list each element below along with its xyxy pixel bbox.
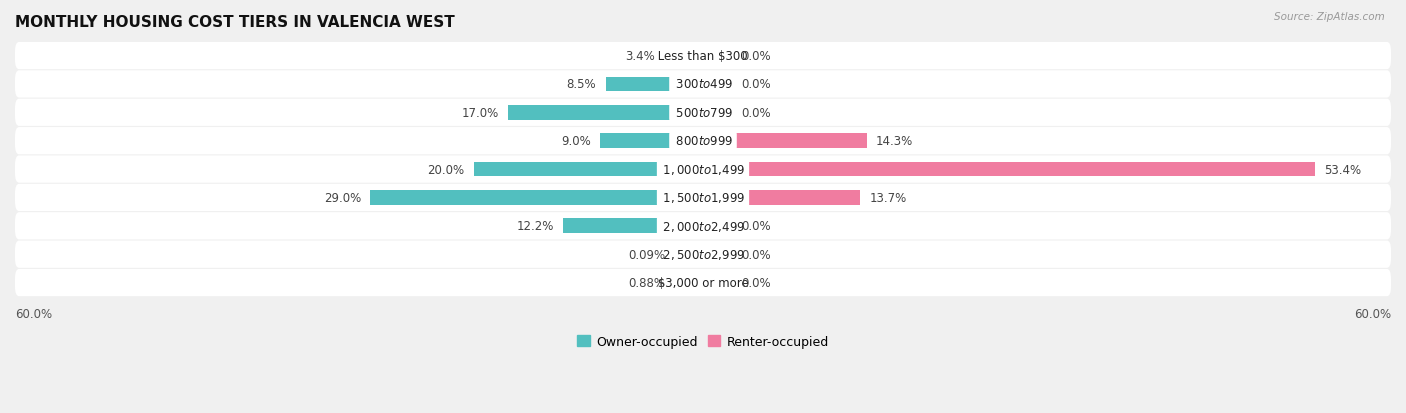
Text: $1,500 to $1,999: $1,500 to $1,999 xyxy=(659,191,747,205)
FancyBboxPatch shape xyxy=(15,43,1391,70)
Bar xyxy=(474,162,703,177)
Text: $1,000 to $1,499: $1,000 to $1,499 xyxy=(659,163,747,177)
Text: 12.2%: 12.2% xyxy=(516,220,554,233)
Text: MONTHLY HOUSING COST TIERS IN VALENCIA WEST: MONTHLY HOUSING COST TIERS IN VALENCIA W… xyxy=(15,15,454,30)
Text: 0.09%: 0.09% xyxy=(628,248,665,261)
Bar xyxy=(703,77,731,92)
FancyBboxPatch shape xyxy=(15,213,1391,240)
Text: $2,000 to $2,499: $2,000 to $2,499 xyxy=(659,219,747,233)
Text: 9.0%: 9.0% xyxy=(561,135,591,148)
Text: 17.0%: 17.0% xyxy=(461,107,499,119)
Bar xyxy=(703,190,860,205)
Text: Source: ZipAtlas.com: Source: ZipAtlas.com xyxy=(1274,12,1385,22)
FancyBboxPatch shape xyxy=(15,128,1391,155)
Bar xyxy=(600,134,703,149)
Bar xyxy=(370,190,703,205)
FancyBboxPatch shape xyxy=(15,100,1391,127)
Bar xyxy=(675,275,703,290)
FancyBboxPatch shape xyxy=(15,241,1391,268)
Text: 8.5%: 8.5% xyxy=(567,78,596,91)
Text: 0.0%: 0.0% xyxy=(741,78,770,91)
Bar xyxy=(703,275,731,290)
Text: $800 to $999: $800 to $999 xyxy=(672,135,734,148)
Bar xyxy=(703,219,731,234)
FancyBboxPatch shape xyxy=(15,184,1391,211)
Text: 20.0%: 20.0% xyxy=(427,163,464,176)
Text: 14.3%: 14.3% xyxy=(876,135,914,148)
FancyBboxPatch shape xyxy=(15,71,1391,98)
Text: 0.0%: 0.0% xyxy=(741,50,770,63)
Text: $2,500 to $2,999: $2,500 to $2,999 xyxy=(659,247,747,261)
Bar xyxy=(675,247,703,262)
Bar xyxy=(703,247,731,262)
Text: 0.88%: 0.88% xyxy=(628,276,665,290)
Text: 60.0%: 60.0% xyxy=(1354,307,1391,320)
Text: 60.0%: 60.0% xyxy=(15,307,52,320)
Text: $3,000 or more: $3,000 or more xyxy=(654,276,752,290)
Text: 0.0%: 0.0% xyxy=(741,248,770,261)
Text: 13.7%: 13.7% xyxy=(869,192,907,204)
Bar xyxy=(564,219,703,234)
Legend: Owner-occupied, Renter-occupied: Owner-occupied, Renter-occupied xyxy=(572,330,834,353)
Bar xyxy=(703,162,1316,177)
Text: $300 to $499: $300 to $499 xyxy=(672,78,734,91)
Bar xyxy=(664,49,703,64)
FancyBboxPatch shape xyxy=(15,269,1391,297)
Text: 0.0%: 0.0% xyxy=(741,107,770,119)
Bar xyxy=(703,49,731,64)
Bar xyxy=(606,77,703,92)
FancyBboxPatch shape xyxy=(15,156,1391,183)
Bar xyxy=(703,134,868,149)
Text: 53.4%: 53.4% xyxy=(1324,163,1361,176)
Text: 0.0%: 0.0% xyxy=(741,276,770,290)
Bar xyxy=(703,106,731,121)
Text: 0.0%: 0.0% xyxy=(741,220,770,233)
Text: Less than $300: Less than $300 xyxy=(654,50,752,63)
Text: 29.0%: 29.0% xyxy=(323,192,361,204)
Text: $500 to $799: $500 to $799 xyxy=(672,107,734,119)
Bar xyxy=(508,106,703,121)
Text: 3.4%: 3.4% xyxy=(626,50,655,63)
